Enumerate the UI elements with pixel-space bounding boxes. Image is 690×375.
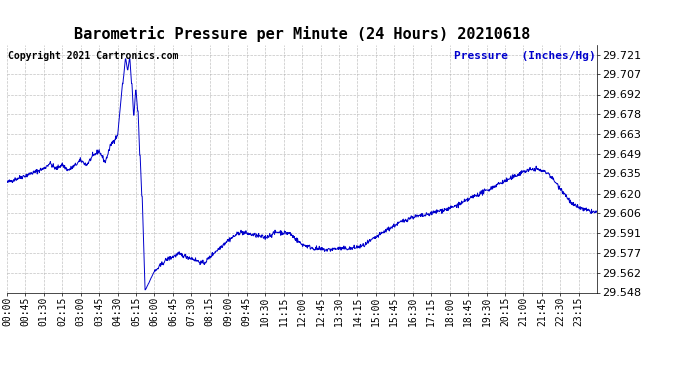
Title: Barometric Pressure per Minute (24 Hours) 20210618: Barometric Pressure per Minute (24 Hours…: [74, 27, 530, 42]
Text: Pressure  (Inches/Hg): Pressure (Inches/Hg): [454, 51, 595, 61]
Text: Copyright 2021 Cartronics.com: Copyright 2021 Cartronics.com: [8, 51, 179, 61]
